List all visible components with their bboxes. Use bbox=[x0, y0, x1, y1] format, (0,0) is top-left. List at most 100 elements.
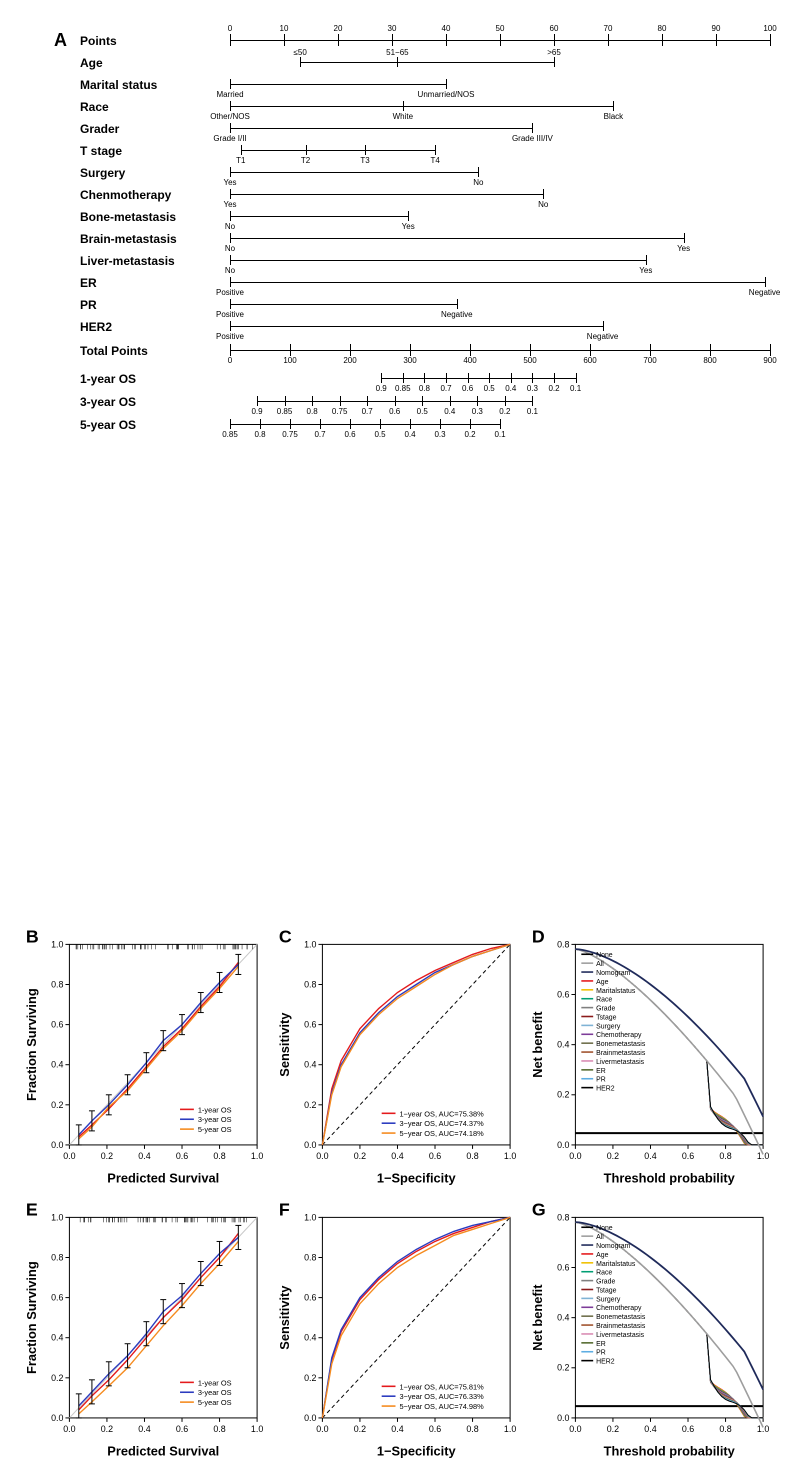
panel-letter: B bbox=[26, 926, 39, 946]
nomo-tick-label: 0.1 bbox=[494, 430, 505, 439]
nomo-tick-label: 700 bbox=[643, 356, 656, 365]
nomo-row-her2: HER2PositiveNegative bbox=[80, 316, 761, 338]
legend-label: 3-year OS bbox=[198, 1388, 232, 1397]
nomo-tick-label: 0.5 bbox=[374, 430, 385, 439]
panel-letter: D bbox=[532, 926, 545, 946]
legend-label: 1-year OS bbox=[198, 1105, 232, 1114]
nomo-axis: YesNo bbox=[230, 184, 761, 206]
x-tick-label: 0.4 bbox=[644, 1151, 656, 1161]
panel-e: E0.00.20.40.60.81.00.00.20.40.60.81.0Pre… bbox=[20, 1198, 265, 1463]
y-tick-label: 0.8 bbox=[51, 979, 63, 989]
nomo-axis: PositiveNegative bbox=[230, 272, 761, 294]
x-tick-label: 0.2 bbox=[607, 1424, 619, 1434]
subpanel-grid: B0.00.20.40.60.81.00.00.20.40.60.81.0Pre… bbox=[20, 925, 771, 1463]
legend-label: Chemotherapy bbox=[596, 1032, 642, 1039]
nomo-axis: Other/NOSWhiteBlack bbox=[230, 96, 761, 118]
y-axis-label: Sensitivity bbox=[277, 1285, 292, 1350]
y-tick-label: 0.6 bbox=[557, 989, 569, 999]
legend-label: 5-year OS bbox=[198, 1398, 232, 1407]
nomo-row-3-year-os: 3-year OS0.90.850.80.750.70.60.50.40.30.… bbox=[80, 391, 761, 413]
y-tick-label: 0.4 bbox=[557, 1313, 569, 1323]
nomo-tick-label: 800 bbox=[703, 356, 716, 365]
nomo-axis: 0.90.850.80.750.70.60.50.40.30.20.1 bbox=[230, 391, 761, 413]
nomo-label: T stage bbox=[80, 140, 230, 158]
panel-letter: G bbox=[532, 1199, 546, 1219]
y-axis-label: Net benefit bbox=[530, 1284, 545, 1351]
nomo-axis: NoYes bbox=[230, 250, 761, 272]
legend-label: 3−year OS, AUC=76.33% bbox=[399, 1392, 484, 1401]
x-tick-label: 0.6 bbox=[429, 1424, 441, 1434]
nomo-label: Total Points bbox=[80, 340, 230, 358]
nomo-row-liver-metastasis: Liver-metastasisNoYes bbox=[80, 250, 761, 272]
nomo-axis: PositiveNegative bbox=[230, 294, 761, 316]
legend-label: Brainmetastasis bbox=[596, 1050, 646, 1057]
nomo-axis: YesNo bbox=[230, 162, 761, 184]
legend-label: ER bbox=[596, 1068, 606, 1075]
legend-label: Age bbox=[596, 979, 608, 986]
y-tick-label: 0.0 bbox=[51, 1140, 63, 1150]
nomo-tick-label: 20 bbox=[334, 24, 343, 33]
x-tick-label: 0.4 bbox=[138, 1424, 150, 1434]
legend-label: Bonemetastasis bbox=[596, 1314, 646, 1321]
legend-label: Grade bbox=[596, 1279, 615, 1286]
nomo-axis: MarriedUnmarried/NOS bbox=[230, 74, 761, 96]
legend-label: Surgery bbox=[596, 1296, 621, 1303]
y-axis-label: Sensitivity bbox=[277, 1012, 292, 1077]
nomo-tick-label: 40 bbox=[442, 24, 451, 33]
x-tick-label: 0.6 bbox=[682, 1424, 694, 1434]
y-tick-label: 0.6 bbox=[557, 1262, 569, 1272]
x-tick-label: 0.2 bbox=[607, 1151, 619, 1161]
legend-label: 1−year OS, AUC=75.38% bbox=[399, 1109, 484, 1118]
x-tick-label: 0.6 bbox=[429, 1151, 441, 1161]
legend-label: Tstage bbox=[596, 1287, 617, 1294]
legend-label: Race bbox=[596, 997, 612, 1004]
x-tick-label: 0.6 bbox=[176, 1151, 188, 1161]
legend-label: Age bbox=[596, 1252, 608, 1259]
x-tick-label: 0.4 bbox=[644, 1424, 656, 1434]
nomo-row-total-points: Total Points0100200300400500600700800900 bbox=[80, 340, 761, 362]
legend-label: All bbox=[596, 961, 604, 968]
x-tick-label: 0.4 bbox=[391, 1151, 403, 1161]
nomo-label: Brain-metastasis bbox=[80, 228, 230, 246]
nomogram: Points0102030405060708090100Age≤5051−65>… bbox=[80, 30, 771, 470]
legend-label: Nomogram bbox=[596, 970, 630, 977]
x-tick-label: 0.6 bbox=[176, 1424, 188, 1434]
legend-label: 5−year OS, AUC=74.98% bbox=[399, 1402, 484, 1411]
nomo-row-grader: GraderGrade I/IIGrade III/IV bbox=[80, 118, 761, 140]
nomo-tick-label: 70 bbox=[604, 24, 613, 33]
nomo-label: Age bbox=[80, 52, 230, 70]
legend-label: HER2 bbox=[596, 1359, 615, 1366]
nomo-axis: PositiveNegative bbox=[230, 316, 761, 338]
x-axis-label: 1−Specificity bbox=[377, 1170, 457, 1185]
legend-label: ER bbox=[596, 1341, 606, 1348]
nomo-axis: 0.850.80.750.70.60.50.40.30.20.1 bbox=[230, 414, 761, 436]
nomo-label: Marital status bbox=[80, 74, 230, 92]
y-tick-label: 0.0 bbox=[557, 1140, 569, 1150]
x-tick-label: 0.2 bbox=[101, 1151, 113, 1161]
legend-label: 1-year OS bbox=[198, 1378, 232, 1387]
nomo-tick-label: 0.3 bbox=[434, 430, 445, 439]
y-tick-label: 0.2 bbox=[51, 1100, 63, 1110]
y-tick-label: 0.2 bbox=[304, 1100, 316, 1110]
nomo-label: 3-year OS bbox=[80, 391, 230, 409]
nomo-tick-label: 0 bbox=[228, 24, 232, 33]
legend-label: 1−year OS, AUC=75.81% bbox=[399, 1382, 484, 1391]
legend-label: HER2 bbox=[596, 1086, 615, 1093]
y-axis-label: Net benefit bbox=[530, 1011, 545, 1078]
x-tick-label: 0.2 bbox=[354, 1424, 366, 1434]
nomo-axis: ≤5051−65>65 bbox=[230, 52, 761, 74]
x-tick-label: 0.0 bbox=[63, 1424, 75, 1434]
nomo-axis: NoYes bbox=[230, 228, 761, 250]
x-tick-label: 0.8 bbox=[466, 1424, 478, 1434]
nomo-label: HER2 bbox=[80, 316, 230, 334]
nomo-axis: 0102030405060708090100 bbox=[230, 30, 761, 52]
x-tick-label: 0.6 bbox=[682, 1151, 694, 1161]
panel-letter-a: A bbox=[54, 30, 67, 51]
legend-label: PR bbox=[596, 1077, 606, 1084]
x-tick-label: 0.8 bbox=[213, 1424, 225, 1434]
figure-root: A Points0102030405060708090100Age≤5051−6… bbox=[20, 30, 771, 1463]
nomo-row-1-year-os: 1-year OS0.90.850.80.70.60.50.40.30.20.1 bbox=[80, 368, 761, 390]
x-tick-label: 1.0 bbox=[757, 1424, 769, 1434]
y-tick-label: 0.8 bbox=[304, 1252, 316, 1262]
panel-letter: F bbox=[279, 1199, 290, 1219]
